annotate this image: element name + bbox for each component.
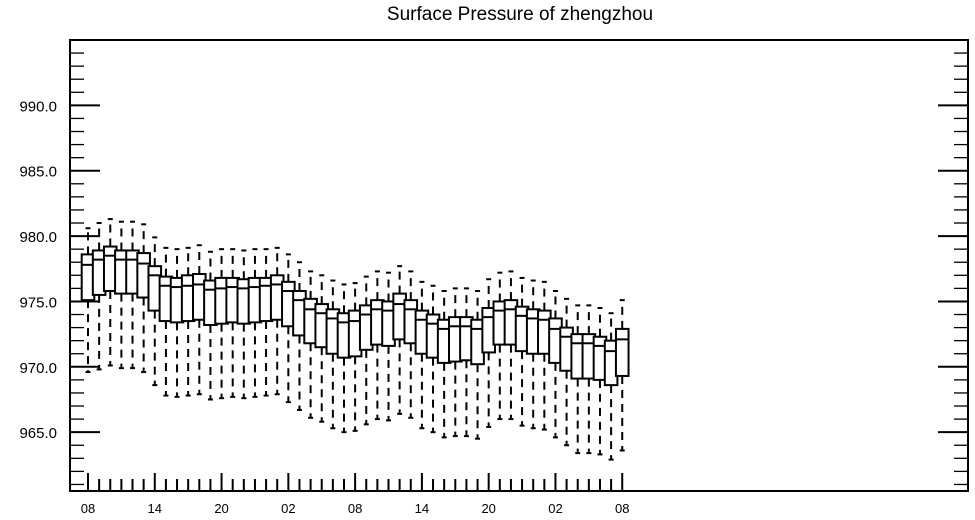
box-plot	[614, 299, 630, 452]
x-tick-label: 08	[615, 501, 629, 516]
x-tick-label: 20	[214, 501, 228, 516]
y-tick-labels: 990.0 985.0 980.0 975.0 970.0 965.0	[19, 98, 57, 442]
axis-ticks	[70, 39, 968, 491]
box-series	[80, 218, 630, 461]
box-plot	[492, 271, 508, 421]
box-plot	[180, 246, 196, 397]
box-plot	[247, 248, 263, 398]
box-plot	[336, 283, 352, 434]
y-tick-label: 980.0	[19, 229, 57, 246]
box-plot	[525, 279, 541, 430]
y-tick-label: 965.0	[19, 425, 57, 442]
y-tick-label: 990.0	[19, 98, 57, 115]
box-plot	[80, 227, 96, 374]
chart-title: Surface Pressure of zhengzhou	[386, 4, 654, 25]
y-tick-label: 975.0	[19, 294, 57, 311]
box-plot	[169, 248, 185, 398]
box-plot	[347, 282, 363, 432]
box-plot	[436, 289, 452, 439]
plot-frame	[69, 39, 969, 492]
box-plot	[125, 220, 140, 370]
box-plot	[425, 284, 441, 434]
box-plot	[136, 223, 151, 374]
x-tick-label: 08	[348, 501, 362, 516]
box-plot	[269, 246, 285, 396]
box-plot	[147, 236, 163, 387]
box-plot	[114, 220, 129, 370]
box-plot	[236, 249, 252, 400]
box-plot	[258, 248, 274, 397]
box-plot	[303, 270, 318, 419]
box-plot	[358, 275, 374, 426]
box-plot	[447, 287, 463, 438]
box-plot	[102, 218, 118, 367]
box-plot	[548, 289, 563, 439]
x-tick-label: 14	[415, 501, 429, 516]
x-tick-label: 02	[281, 501, 295, 516]
box-plot	[570, 304, 586, 455]
x-tick-labels: 08 14 20 02 08 14 20 02 08	[81, 501, 630, 516]
box-plot	[158, 246, 174, 397]
x-tick-label: 02	[548, 501, 562, 516]
y-tick-label: 985.0	[19, 164, 57, 181]
y-tick-label: 970.0	[19, 360, 57, 377]
box-plot	[214, 248, 229, 400]
box-plot	[225, 248, 240, 398]
x-tick-label: 20	[481, 501, 495, 516]
box-body	[614, 327, 630, 377]
box-plot	[592, 306, 608, 456]
box-plot	[581, 304, 597, 455]
x-tick-label: 14	[148, 501, 162, 516]
box-plot	[481, 278, 496, 428]
box-plot	[559, 297, 574, 447]
x-tick-label: 08	[81, 501, 95, 516]
box-plot	[292, 261, 307, 411]
